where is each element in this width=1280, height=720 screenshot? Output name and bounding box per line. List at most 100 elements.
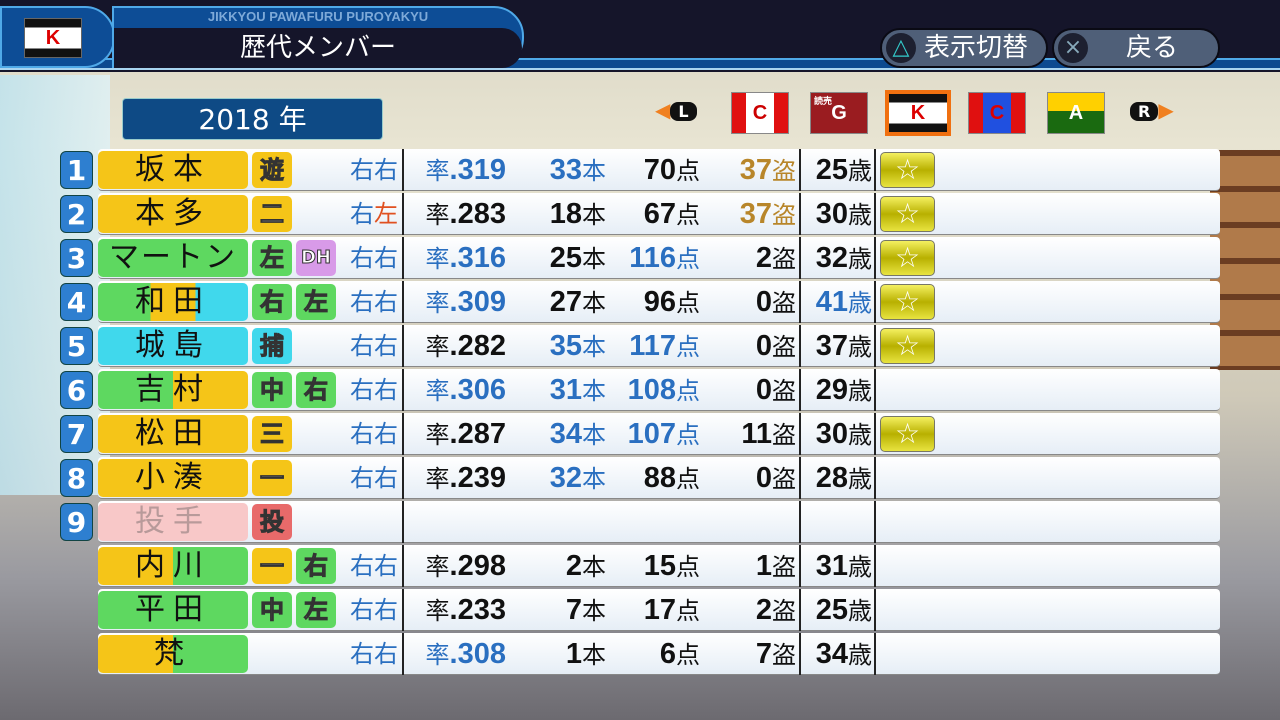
age-value: 41歳 [815, 286, 872, 318]
player-name: 松田 [98, 415, 248, 453]
column-divider [402, 281, 404, 323]
rbi-value: 17点 [643, 594, 700, 626]
sb-value: 37盗 [739, 154, 796, 186]
column-divider [874, 369, 876, 411]
player-row[interactable]: 9 投手投 [58, 501, 1220, 543]
sb-value: 1盗 [755, 550, 796, 582]
back-button[interactable]: × 戻る [1052, 28, 1220, 68]
batting-order-number: 3 [60, 239, 93, 277]
player-name: 内川 [98, 547, 248, 585]
column-divider [874, 149, 876, 191]
player-row[interactable]: 4 和田右左右右 率.309 27本 96点 0盗 41歳 ☆ [58, 281, 1220, 323]
age-value: 30歳 [815, 198, 872, 230]
column-divider [874, 457, 876, 499]
rbi-value: 96点 [643, 286, 700, 318]
player-row[interactable]: 1 坂本遊 右右 率.319 33本 70点 37盗 25歳 ☆ [58, 149, 1220, 191]
column-divider [402, 457, 404, 499]
batting-order-number: 2 [60, 195, 93, 233]
star-icon: ☆ [880, 196, 935, 232]
player-row[interactable]: 内川一右右右 率.298 2本 15点 1盗 31歳 [58, 545, 1220, 587]
team-flag-3[interactable]: C [968, 92, 1026, 134]
position-badge: DH [296, 240, 336, 276]
batting-order-number: 8 [60, 459, 93, 497]
hr-value: 27本 [549, 286, 606, 318]
hr-value: 34本 [549, 418, 606, 450]
avg-value: 率.287 [425, 418, 506, 450]
position-badge: 中 [252, 592, 292, 628]
batting-order-number: 1 [60, 151, 93, 189]
prev-team-button[interactable]: ◀ L [655, 98, 717, 124]
age-value: 30歳 [815, 418, 872, 450]
player-row[interactable]: 梵 右右 率.308 1本 6点 7盗 34歳 [58, 633, 1220, 675]
player-name: 投手 [98, 503, 248, 541]
batting-order-number: 5 [60, 327, 93, 365]
star-icon: ☆ [880, 328, 935, 364]
throws-bats: 右右 [350, 420, 398, 448]
column-divider [799, 633, 801, 675]
team-flag-1[interactable]: 読売 G [810, 92, 868, 134]
column-divider [874, 281, 876, 323]
hr-value: 35本 [549, 330, 606, 362]
toggle-display-label: 表示切替 [924, 33, 1029, 63]
throws-bats: 右左 [350, 200, 398, 228]
position-badge: 捕 [252, 328, 292, 364]
rbi-value: 70点 [643, 154, 700, 186]
team-logo-panel: K [0, 6, 115, 68]
sb-value: 37盗 [739, 198, 796, 230]
year-label: 2018 年 [122, 98, 383, 140]
team-flag-0[interactable]: C [731, 92, 789, 134]
hr-value: 2本 [565, 550, 606, 582]
rbi-value: 6点 [659, 638, 700, 670]
row-background [98, 633, 1220, 675]
next-team-button[interactable]: R ▶ [1130, 98, 1192, 124]
player-name: 吉村 [98, 371, 248, 409]
column-divider [799, 457, 801, 499]
team-flag-4[interactable]: A [1047, 92, 1105, 134]
column-divider [402, 589, 404, 631]
player-name: 小湊 [98, 459, 248, 497]
avg-value: 率.306 [425, 374, 506, 406]
position-badge: 左 [296, 284, 336, 320]
player-row[interactable]: 5 城島捕 右右 率.282 35本 117点 0盗 37歳 ☆ [58, 325, 1220, 367]
column-divider [874, 325, 876, 367]
avg-value: 率.233 [425, 594, 506, 626]
rbi-value: 116点 [629, 242, 700, 274]
player-row[interactable]: 平田中左右右 率.233 7本 17点 2盗 25歳 [58, 589, 1220, 631]
position-badge: 右 [296, 548, 336, 584]
column-divider [402, 149, 404, 191]
age-value: 34歳 [815, 638, 872, 670]
player-row[interactable]: 3 マートン左 DH 右右 率.316 25本 116点 2盗 32歳 ☆ [58, 237, 1220, 279]
throws-bats: 右右 [350, 244, 398, 272]
player-row[interactable]: 7 松田三 右右 率.287 34本 107点 11盗 30歳 ☆ [58, 413, 1220, 455]
column-divider [402, 369, 404, 411]
player-row[interactable]: 6 吉村中右右右 率.306 31本 108点 0盗 29歳 [58, 369, 1220, 411]
right-arrow-icon: ▶ [1158, 98, 1174, 122]
column-divider [799, 149, 801, 191]
player-row[interactable]: 8 小湊一 右右 率.239 32本 88点 0盗 28歳 [58, 457, 1220, 499]
position-badge: 三 [252, 416, 292, 452]
sb-value: 11盗 [741, 418, 796, 450]
toggle-display-button[interactable]: △ 表示切替 [880, 28, 1048, 68]
throws-bats: 右右 [350, 288, 398, 316]
team-flag-2[interactable]: K [885, 90, 951, 136]
player-row[interactable]: 2 本多二 右左 率.283 18本 67点 37盗 30歳 ☆ [58, 193, 1220, 235]
l-button-icon: L [670, 102, 697, 121]
position-badge: 遊 [252, 152, 292, 188]
r-button-icon: R [1130, 102, 1159, 121]
column-divider [874, 413, 876, 455]
throws-bats: 右右 [350, 464, 398, 492]
cross-icon: × [1058, 33, 1088, 63]
column-divider [402, 413, 404, 455]
rbi-value: 67点 [643, 198, 700, 230]
player-name: 城島 [98, 327, 248, 365]
title-panel: JIKKYOU PAWAFURU PUROYAKYU 歴代メンバー [112, 6, 524, 68]
age-value: 29歳 [815, 374, 872, 406]
sb-value: 2盗 [755, 242, 796, 274]
avg-value: 率.239 [425, 462, 506, 494]
position-badge: 一 [252, 460, 292, 496]
batting-order-number: 6 [60, 371, 93, 409]
column-divider [874, 193, 876, 235]
sb-value: 0盗 [755, 330, 796, 362]
avg-value: 率.316 [425, 242, 506, 274]
batting-order-number: 7 [60, 415, 93, 453]
